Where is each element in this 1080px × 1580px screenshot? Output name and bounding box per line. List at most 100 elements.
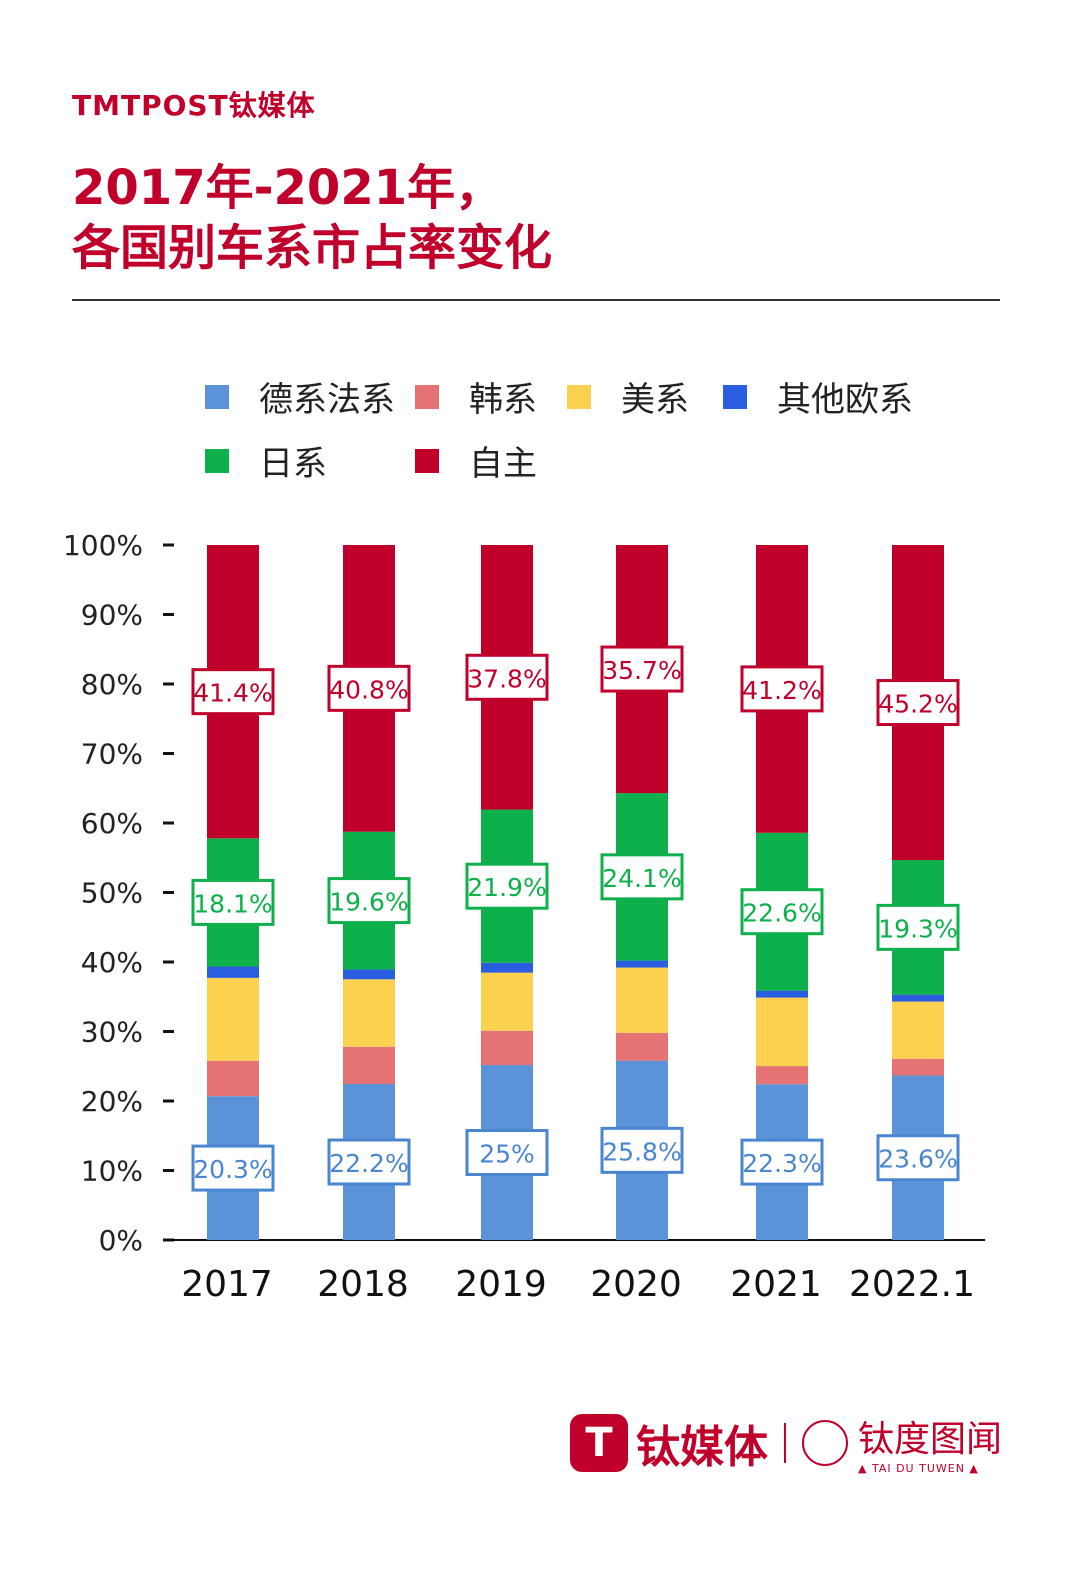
bar-segment-3-2018 <box>343 969 395 980</box>
bar-segment-3-2017 <box>207 966 259 978</box>
data-label: 18.1% <box>193 889 272 918</box>
bar-segment-2-2021 <box>756 997 808 1067</box>
legend-label: 自主 <box>469 444 537 484</box>
data-label-box <box>600 645 684 693</box>
data-label: 41.4% <box>193 679 272 708</box>
legend-item-kr: 韩系 <box>415 372 537 421</box>
legend-swatch <box>567 384 591 409</box>
y-tick-label: 100% <box>63 529 143 562</box>
bar-segment-2-2022.1 <box>892 1001 944 1059</box>
legend-label: 韩系 <box>469 380 537 420</box>
x-tick-label: 2022.1 <box>849 1264 975 1305</box>
title-divider <box>72 299 1000 301</box>
data-label-box <box>876 679 960 727</box>
legend-swatch <box>415 384 439 409</box>
bar-segment-3-2019 <box>481 962 533 973</box>
footer-separator <box>784 1422 786 1463</box>
data-label: 21.9% <box>467 873 546 902</box>
brand-logo: TMTPOST钛媒体 <box>72 89 316 122</box>
data-label-box <box>740 888 824 936</box>
data-label: 35.7% <box>602 656 681 685</box>
data-label-box <box>600 853 684 901</box>
legend-label: 其他欧系 <box>777 380 913 420</box>
data-label-box <box>327 1138 411 1186</box>
bar-segment-1-2021 <box>756 1066 808 1085</box>
y-tick-label: 30% <box>81 1016 143 1049</box>
x-tick-label: 2020 <box>590 1264 682 1305</box>
data-label-box <box>740 665 824 713</box>
y-tick-label: 10% <box>81 1155 143 1188</box>
y-tick-label: 20% <box>81 1085 143 1118</box>
bar-segment-2-2017 <box>207 977 259 1061</box>
legend-swatch <box>415 448 439 473</box>
page-title: 2017年-2021年， 各国别车系市占率变化 <box>72 158 552 278</box>
legend-item-us: 美系 <box>567 372 689 421</box>
y-tick-label: 50% <box>81 877 143 910</box>
data-label-box <box>465 862 549 910</box>
bar-segment-3-2022.1 <box>892 994 944 1002</box>
title-line-2: 各国别车系市占率变化 <box>72 220 553 276</box>
footer-logos: T 钛媒体 钛度图闻 ▲ TAI DU TUWEN ▲ <box>570 1410 1002 1475</box>
tmtpost-logo-icon: T <box>570 1413 628 1472</box>
data-label-box <box>191 1144 275 1192</box>
footer-brand: 钛媒体 <box>636 1421 768 1473</box>
data-label: 22.6% <box>742 899 821 928</box>
tuwen-logo-icon <box>802 1419 848 1466</box>
data-label: 24.1% <box>602 864 681 893</box>
data-label: 19.6% <box>329 888 408 917</box>
bar-segment-1-2018 <box>343 1046 395 1084</box>
footer-partner: 钛度图闻 ▲ TAI DU TUWEN ▲ <box>858 1410 1002 1475</box>
y-tick-label: 80% <box>81 668 143 701</box>
bar-segment-2-2020 <box>616 967 668 1033</box>
x-tick-label: 2018 <box>317 1264 409 1305</box>
data-label-box <box>327 877 411 925</box>
y-tick-label: 0% <box>99 1224 143 1257</box>
legend-swatch <box>205 384 229 409</box>
bar-segment-3-2021 <box>756 990 808 998</box>
data-label: 40.8% <box>329 675 408 704</box>
legend-item-jp: 日系 <box>205 436 327 485</box>
data-label: 45.2% <box>878 690 957 719</box>
bar-segment-2-2019 <box>481 972 533 1031</box>
data-label: 22.2% <box>329 1149 408 1178</box>
legend-swatch <box>205 448 229 473</box>
data-label-box <box>740 1138 824 1186</box>
legend-item-de-fr: 德系法系 <box>205 372 395 421</box>
legend-item-other-eu: 其他欧系 <box>723 372 913 421</box>
data-label-box <box>465 1129 549 1177</box>
y-tick-label: 60% <box>81 807 143 840</box>
partner-name: 钛度图闻 <box>858 1419 1003 1460</box>
legend-label: 日系 <box>259 444 327 484</box>
partner-name-en: ▲ TAI DU TUWEN ▲ <box>858 1462 979 1475</box>
bar-segment-2-2018 <box>343 979 395 1047</box>
data-label: 22.3% <box>742 1149 821 1178</box>
data-label-box <box>465 653 549 701</box>
data-label-box <box>876 903 960 951</box>
x-tick-label: 2019 <box>455 1264 547 1305</box>
data-label-box <box>191 878 275 926</box>
legend-swatch <box>723 384 747 409</box>
data-label: 37.8% <box>467 664 546 693</box>
data-label: 25.8% <box>602 1137 681 1166</box>
data-label-box <box>600 1126 684 1174</box>
legend-item-domestic: 自主 <box>415 436 537 485</box>
data-label: 25% <box>479 1140 535 1169</box>
bar-segment-1-2022.1 <box>892 1058 944 1076</box>
legend-label: 德系法系 <box>259 380 395 420</box>
x-tick-label: 2021 <box>730 1264 822 1305</box>
data-label: 20.3% <box>193 1155 272 1184</box>
data-label: 41.2% <box>742 676 821 705</box>
title-line-1: 2017年-2021年， <box>72 160 504 216</box>
data-label: 19.3% <box>878 914 957 943</box>
data-label: 23.6% <box>878 1145 957 1174</box>
bar-segment-1-2019 <box>481 1030 533 1066</box>
data-label-box <box>876 1134 960 1182</box>
y-tick-label: 70% <box>81 738 143 771</box>
legend-label: 美系 <box>621 380 689 420</box>
bar-segment-1-2017 <box>207 1060 259 1097</box>
y-tick-label: 90% <box>81 599 143 632</box>
bar-segment-1-2020 <box>616 1032 668 1061</box>
y-tick-label: 40% <box>81 946 143 979</box>
data-label-box <box>327 664 411 712</box>
